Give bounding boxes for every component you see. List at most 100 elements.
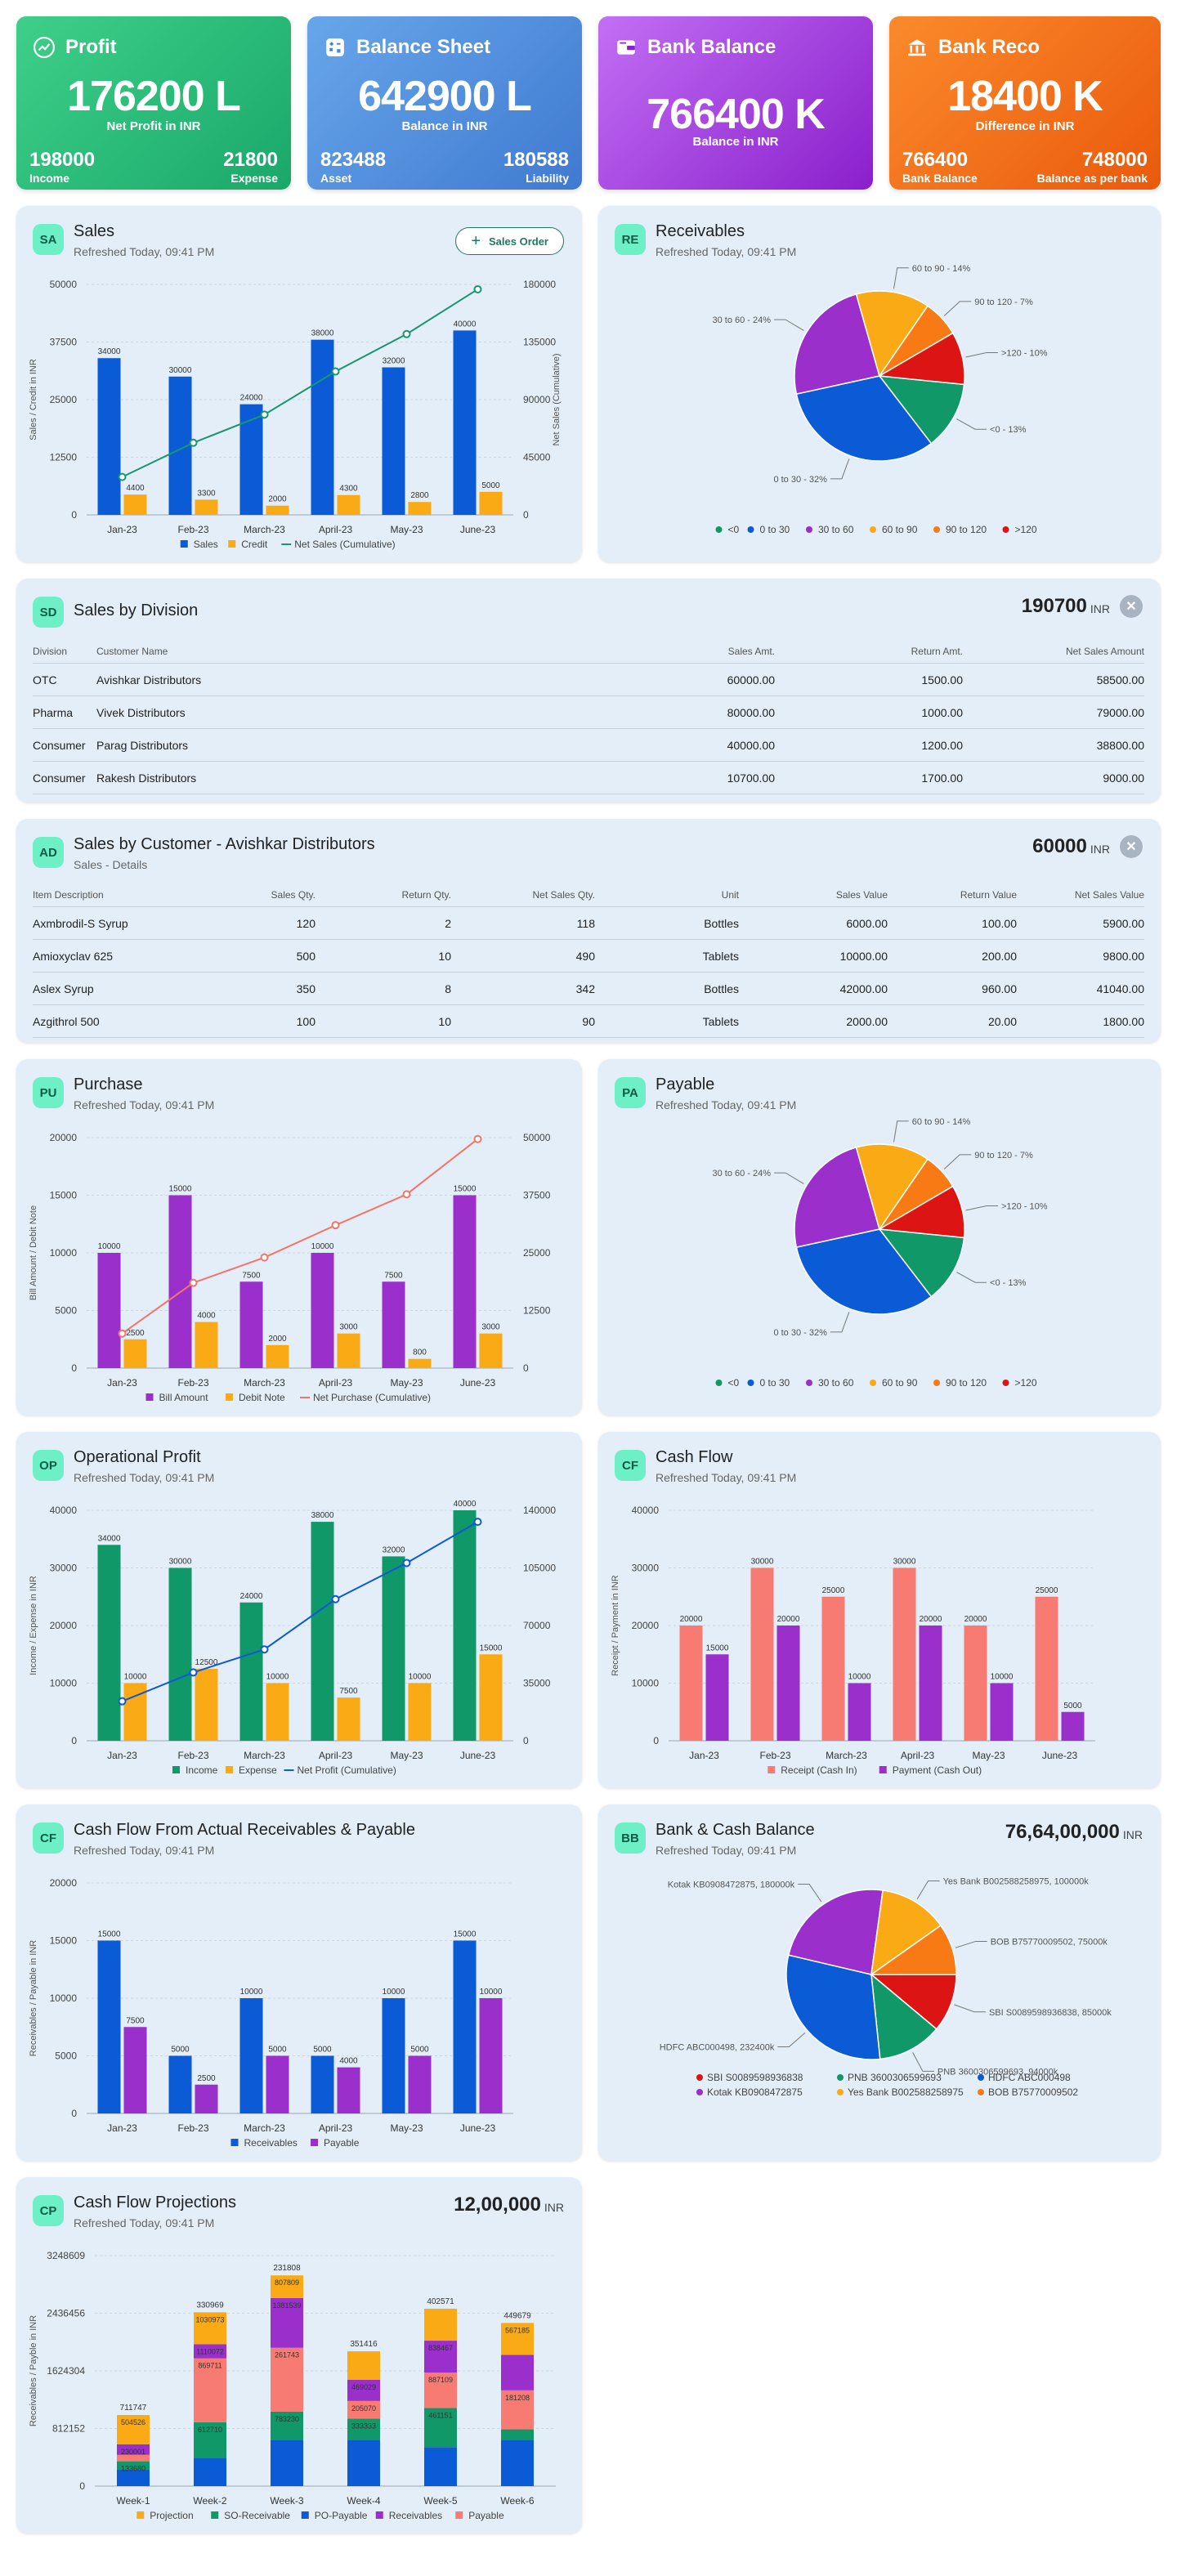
stack-segment[interactable] bbox=[347, 2379, 380, 2401]
stack-segment[interactable] bbox=[271, 2347, 303, 2412]
stack-segment[interactable] bbox=[194, 2358, 226, 2422]
bar[interactable] bbox=[408, 2055, 432, 2114]
bar[interactable] bbox=[990, 1683, 1014, 1742]
stack-segment[interactable] bbox=[117, 2454, 150, 2462]
legend-label[interactable]: Net Purchase (Cumulative) bbox=[313, 1392, 431, 1403]
legend-label[interactable]: Payment (Cash Out) bbox=[893, 1764, 982, 1776]
legend-label[interactable]: Projection bbox=[150, 2510, 193, 2521]
bar[interactable] bbox=[97, 1545, 121, 1741]
table-row[interactable]: OTC Avishkar Distributors 60000.00 1500.00 5… bbox=[33, 664, 1144, 696]
stack-segment[interactable] bbox=[117, 2461, 150, 2471]
table-row[interactable]: Aslex Syrup 350 8 342 Bottles 42000.00 960.00 4… bbox=[33, 973, 1144, 1005]
bar[interactable] bbox=[168, 1195, 192, 1369]
kpi-profit[interactable]: Profit 176200 L Net Profit in INR 198000 Inc… bbox=[16, 16, 291, 190]
pie-slice[interactable] bbox=[870, 1890, 942, 1976]
stack-segment[interactable] bbox=[501, 2440, 534, 2486]
bar[interactable] bbox=[266, 505, 289, 515]
legend-label[interactable]: Income bbox=[186, 1764, 218, 1776]
legend-label[interactable]: Receivables bbox=[389, 2510, 442, 2521]
legend-label[interactable]: Payable bbox=[324, 2137, 360, 2149]
bar[interactable] bbox=[311, 1253, 334, 1368]
stack-segment[interactable] bbox=[117, 2415, 150, 2444]
pie-slice[interactable] bbox=[877, 332, 965, 386]
legend-label[interactable]: 90 to 120 bbox=[946, 1377, 987, 1389]
legend-label[interactable]: Debit Note bbox=[239, 1392, 285, 1403]
stack-segment[interactable] bbox=[117, 2470, 150, 2486]
line-point[interactable] bbox=[473, 284, 482, 293]
table-row[interactable]: Axmbrodil-S Syrup 120 2 118 Bottles 6000.00 10… bbox=[33, 907, 1144, 940]
legend-label[interactable]: Payable bbox=[468, 2510, 504, 2521]
bar[interactable] bbox=[97, 1253, 121, 1368]
legend-label[interactable]: 30 to 60 bbox=[818, 1377, 854, 1389]
stack-segment[interactable] bbox=[347, 2418, 380, 2440]
pie-slice[interactable] bbox=[870, 1973, 938, 2060]
pie-slice[interactable] bbox=[869, 1924, 957, 1975]
bar[interactable] bbox=[195, 499, 218, 515]
pie-slice[interactable] bbox=[787, 1889, 884, 1975]
close-icon[interactable]: ✕ bbox=[1120, 835, 1143, 858]
bar[interactable] bbox=[195, 1668, 218, 1741]
legend-label[interactable]: Net Sales (Cumulative) bbox=[294, 539, 395, 550]
line-point[interactable] bbox=[331, 1594, 340, 1603]
pie-slice[interactable] bbox=[877, 1185, 965, 1239]
pie-slice[interactable] bbox=[785, 1954, 881, 2060]
pie-slice[interactable] bbox=[795, 375, 933, 462]
bar[interactable] bbox=[776, 1626, 800, 1741]
legend-label[interactable]: <0 bbox=[728, 524, 740, 535]
bar[interactable] bbox=[195, 2084, 218, 2113]
bar[interactable] bbox=[408, 1683, 432, 1742]
bar[interactable] bbox=[168, 2055, 192, 2114]
bar[interactable] bbox=[382, 1998, 405, 2113]
stack-segment[interactable] bbox=[424, 2373, 457, 2408]
bar[interactable] bbox=[123, 494, 147, 515]
bar[interactable] bbox=[821, 1596, 845, 1741]
bar[interactable] bbox=[337, 1333, 360, 1368]
bar[interactable] bbox=[453, 1510, 477, 1741]
table-row[interactable]: Amioxyclav 625 500 10 490 Tablets 10000.00 200… bbox=[33, 940, 1144, 973]
bar[interactable] bbox=[382, 367, 405, 515]
bar[interactable] bbox=[382, 1556, 405, 1741]
legend-label[interactable]: 60 to 90 bbox=[882, 1377, 918, 1389]
sales-order-button[interactable]: + Sales Order bbox=[455, 227, 564, 255]
bar[interactable] bbox=[479, 1654, 503, 1741]
bar[interactable] bbox=[479, 1333, 503, 1368]
legend-label[interactable]: Credit bbox=[241, 539, 268, 550]
stack-segment[interactable] bbox=[347, 2440, 380, 2486]
line-point[interactable] bbox=[402, 1190, 411, 1199]
bar[interactable] bbox=[266, 2055, 289, 2114]
close-icon[interactable]: ✕ bbox=[1120, 595, 1143, 618]
stack-segment[interactable] bbox=[424, 2341, 457, 2373]
line-point[interactable] bbox=[118, 1697, 127, 1706]
bar[interactable] bbox=[964, 1626, 987, 1741]
bar[interactable] bbox=[1035, 1596, 1058, 1741]
bar[interactable] bbox=[266, 1683, 289, 1742]
stack-segment[interactable] bbox=[194, 2344, 226, 2359]
line-point[interactable] bbox=[260, 410, 269, 419]
line-point[interactable] bbox=[189, 1668, 198, 1677]
legend-label[interactable]: HDFC ABC000498 bbox=[988, 2072, 1071, 2083]
kpi-bank-reco[interactable]: Bank Reco 18400 K Difference in INR 766400 B… bbox=[889, 16, 1161, 190]
pie-slice[interactable] bbox=[878, 1228, 965, 1298]
pie-slice[interactable] bbox=[878, 375, 965, 445]
legend-label[interactable]: SBI S0089598936838 bbox=[707, 2072, 803, 2083]
legend-label[interactable]: Bill Amount bbox=[159, 1392, 209, 1403]
legend-label[interactable]: 60 to 90 bbox=[882, 524, 918, 535]
pie-slice[interactable] bbox=[794, 1147, 880, 1248]
bar[interactable] bbox=[453, 1195, 477, 1369]
line-point[interactable] bbox=[189, 1278, 198, 1287]
bar[interactable] bbox=[848, 1683, 871, 1742]
bar[interactable] bbox=[123, 1683, 147, 1742]
bar[interactable] bbox=[382, 1281, 405, 1368]
bar[interactable] bbox=[239, 1281, 263, 1368]
legend-label[interactable]: 0 to 30 bbox=[760, 1377, 790, 1389]
line-point[interactable] bbox=[473, 1518, 482, 1527]
legend-label[interactable]: 90 to 120 bbox=[946, 524, 987, 535]
bar[interactable] bbox=[123, 1339, 147, 1368]
stack-segment[interactable] bbox=[271, 2275, 303, 2298]
pie-slice[interactable] bbox=[855, 1143, 929, 1231]
stack-segment[interactable] bbox=[424, 2447, 457, 2486]
stack-segment[interactable] bbox=[347, 2400, 380, 2419]
bar[interactable] bbox=[266, 1344, 289, 1368]
bar[interactable] bbox=[750, 1568, 774, 1742]
line-point[interactable] bbox=[402, 329, 411, 338]
